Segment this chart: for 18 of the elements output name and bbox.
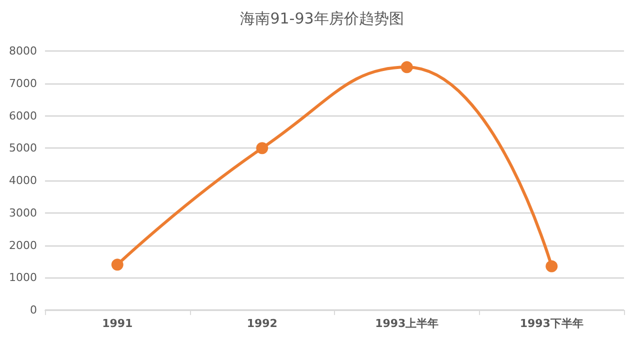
y-tick-label: 6000 [9, 109, 37, 122]
x-tick-label: 1993下半年 [520, 317, 584, 330]
x-tick-label: 1993上半年 [375, 317, 439, 330]
chart-title: 海南91-93年房价趋势图 [240, 10, 404, 28]
point [111, 258, 124, 271]
y-tick-label: 8000 [9, 44, 37, 58]
x-tick-label: 1992 [246, 317, 278, 330]
y-tick-label: 3000 [9, 206, 37, 220]
y-tick-label: 0 [30, 304, 37, 316]
point [256, 142, 268, 154]
point [546, 260, 558, 272]
y-tick-label: 7000 [9, 76, 37, 90]
y-tick-label: 2000 [9, 238, 37, 252]
y-tick-label: 4000 [9, 174, 37, 187]
y-tick-label: 1000 [9, 271, 37, 284]
point [400, 61, 413, 74]
y-tick-label: 5000 [9, 142, 37, 155]
x-tick-label: 1991 [102, 317, 133, 330]
